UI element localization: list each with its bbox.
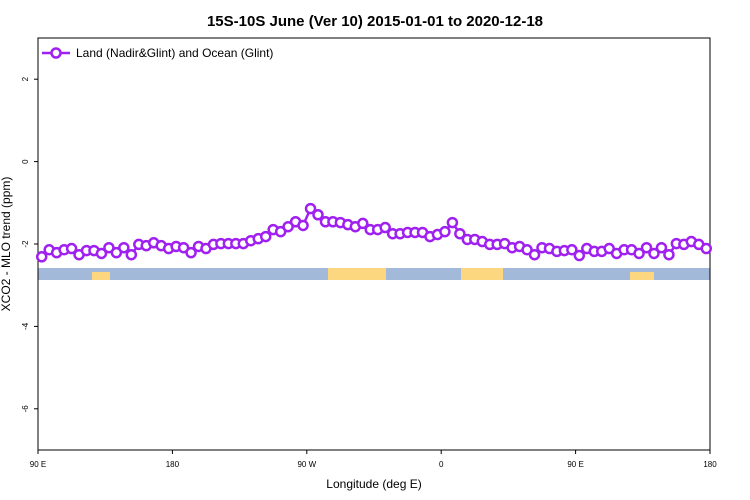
y-axis-label: XCO2 - MLO trend (ppm) [0,177,13,312]
data-point [103,241,115,254]
data-point [312,208,324,221]
data-point [304,202,317,215]
y-tick-label: -4 [21,322,30,330]
data-point [357,217,369,230]
chart-title: 15S-10S June (Ver 10) 2015-01-01 to 2020… [207,13,543,30]
data-point [297,219,309,232]
data-point [521,244,533,256]
data-point [177,241,190,254]
y-tick-label: -6 [21,405,30,413]
data-point [700,242,713,255]
data-point [528,248,541,261]
data-point [655,241,668,254]
data-point [35,251,48,263]
data-point [185,246,197,259]
x-tick-label: 90 E [567,460,583,469]
data-point [603,242,615,255]
y-tick-label: -2 [21,240,30,248]
x-tick-label: 180 [703,460,717,469]
data-point [282,220,294,233]
data-point [663,248,675,261]
data-point [95,247,108,260]
land-patch [328,268,386,280]
legend-marker [50,47,62,59]
data-point [259,230,272,243]
data-point [439,225,451,238]
data-point [65,242,78,255]
data-point [573,249,586,262]
data-point [446,216,459,229]
x-axis-label: Longitude (deg E) [326,477,421,491]
legend-label: Land (Nadir&Glint) and Ocean (Glint) [76,46,273,60]
x-tick-label: 90 W [297,460,316,469]
data-point [648,247,660,260]
y-tick-label: 0 [21,159,30,164]
data-point [566,244,578,256]
data-point [633,247,645,260]
data-point [379,221,391,234]
data-point [640,241,653,254]
land-patch [630,272,654,280]
data-point [274,225,287,238]
data-point [125,248,138,261]
x-tick-label: 0 [439,460,444,469]
y-tick-label: 2 [21,76,30,81]
land-patch [92,272,110,280]
land-patch [461,268,503,280]
data-point [118,241,130,254]
x-tick-label: 90 E [30,460,46,469]
data-point [454,227,466,240]
land-ocean-mask [38,268,710,280]
data-point [110,246,123,259]
x-tick-label: 180 [166,460,180,469]
